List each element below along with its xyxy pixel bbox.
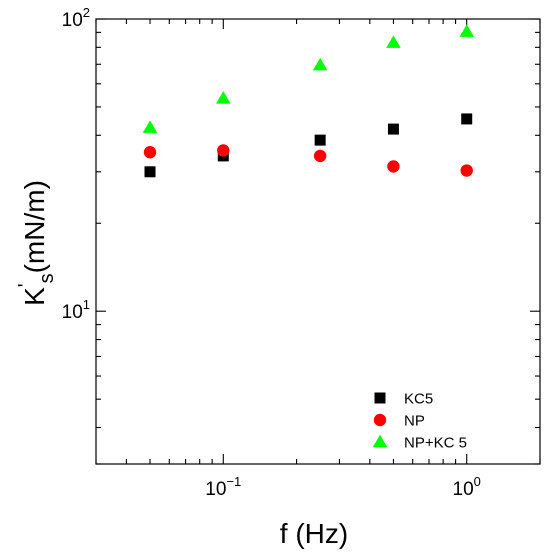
x-tick-label: 10−1 bbox=[205, 474, 241, 500]
data-point-circle bbox=[217, 144, 230, 157]
data-point-square bbox=[461, 113, 473, 125]
y-tick-label: 102 bbox=[62, 5, 90, 31]
data-point-square bbox=[314, 134, 326, 146]
x-axis-title: f (Hz) bbox=[280, 518, 348, 549]
plot-area-border bbox=[95, 18, 541, 465]
legend-marker-square bbox=[374, 392, 386, 404]
y-tick-label: 101 bbox=[62, 297, 90, 323]
plot-frame bbox=[95, 18, 541, 465]
axis-ticks bbox=[95, 18, 541, 465]
legend-marker-circle bbox=[373, 413, 387, 427]
y-axis-title-prime: ' bbox=[15, 283, 37, 287]
data-point-circle bbox=[387, 160, 400, 173]
tick-labels: 10−1 100 101 102 bbox=[62, 5, 481, 500]
y-axis-title-sub: s bbox=[36, 273, 58, 283]
data-point-triangle bbox=[142, 120, 158, 133]
legend-label: NP bbox=[404, 413, 425, 430]
data-point-square bbox=[387, 123, 399, 135]
legend: KC5 NP NP+KC 5 bbox=[372, 391, 467, 452]
data-point-triangle bbox=[459, 24, 474, 37]
series-triangle bbox=[142, 24, 474, 133]
series-circle bbox=[143, 144, 473, 177]
series-square bbox=[144, 113, 473, 178]
y-axis-title: K's(mN/m) bbox=[15, 180, 58, 306]
y-axis-title-base: K bbox=[19, 287, 50, 306]
data-point-circle bbox=[460, 164, 473, 177]
data-point-circle bbox=[143, 146, 157, 159]
data-point-triangle bbox=[216, 91, 231, 104]
data-point-square bbox=[144, 166, 156, 178]
legend-label: NP+KC 5 bbox=[404, 435, 467, 452]
data-point-triangle bbox=[386, 35, 401, 48]
x-tick-label: 100 bbox=[453, 474, 481, 500]
data-point-circle bbox=[313, 149, 327, 163]
legend-marker-triangle bbox=[372, 434, 388, 448]
data-points bbox=[142, 24, 474, 178]
legend-label: KC5 bbox=[404, 391, 433, 408]
data-point-triangle bbox=[312, 57, 328, 71]
y-axis-title-units: (mN/m) bbox=[19, 180, 50, 273]
